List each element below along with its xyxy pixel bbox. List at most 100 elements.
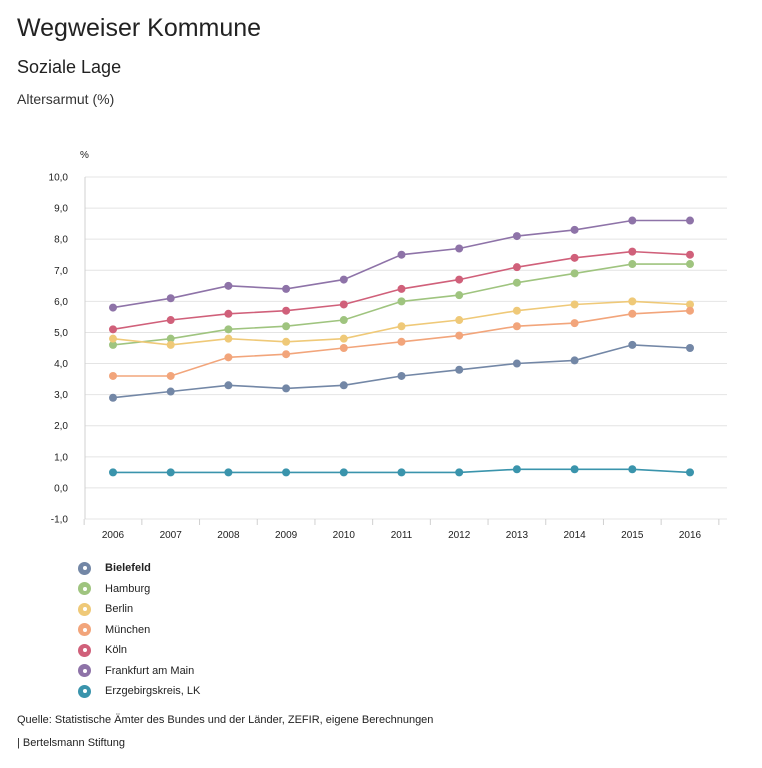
data-point bbox=[109, 371, 117, 380]
data-point bbox=[512, 465, 521, 474]
legend-item[interactable]: Erzgebirgskreis, LK bbox=[78, 681, 200, 702]
data-point bbox=[628, 465, 637, 474]
data-point bbox=[224, 325, 233, 334]
x-tick-label: 2010 bbox=[333, 530, 356, 541]
legend-item[interactable]: Köln bbox=[78, 640, 200, 661]
data-point bbox=[166, 334, 175, 343]
x-tick-label: 2012 bbox=[448, 530, 471, 541]
data-point bbox=[282, 468, 291, 477]
y-tick-label: 4,0 bbox=[54, 359, 68, 370]
legend-marker-icon bbox=[78, 602, 91, 616]
series-line bbox=[112, 219, 690, 309]
data-point bbox=[686, 306, 694, 315]
x-tick-label: 2014 bbox=[563, 530, 586, 541]
data-point bbox=[397, 297, 406, 306]
data-point bbox=[686, 344, 694, 352]
data-point bbox=[397, 371, 406, 380]
data-point bbox=[686, 300, 694, 309]
data-point bbox=[570, 319, 579, 328]
data-point bbox=[455, 316, 464, 325]
data-point bbox=[339, 316, 348, 325]
data-point bbox=[512, 232, 521, 241]
legend-marker-icon bbox=[78, 643, 91, 657]
data-point bbox=[686, 216, 694, 225]
data-point bbox=[397, 284, 406, 293]
data-point bbox=[512, 306, 521, 315]
legend-label: München bbox=[105, 623, 151, 636]
y-tick-label: 8,0 bbox=[54, 235, 68, 246]
data-point bbox=[686, 468, 694, 477]
data-point bbox=[166, 316, 175, 325]
data-point bbox=[339, 300, 348, 309]
data-point bbox=[339, 344, 348, 352]
x-tick-label: 2013 bbox=[506, 530, 529, 541]
data-point bbox=[570, 465, 579, 474]
data-point bbox=[628, 216, 637, 225]
data-point bbox=[339, 468, 348, 477]
data-point bbox=[166, 371, 175, 380]
data-point bbox=[166, 387, 175, 396]
data-point bbox=[339, 275, 348, 284]
data-point bbox=[455, 275, 464, 284]
data-point bbox=[686, 250, 694, 259]
data-point bbox=[224, 309, 233, 318]
data-point bbox=[224, 468, 233, 477]
x-tick-label: 2015 bbox=[621, 530, 644, 541]
y-tick-label: 3,0 bbox=[54, 390, 68, 401]
indicator-label: Altersarmut (%) bbox=[17, 91, 115, 107]
y-tick-label: 6,0 bbox=[54, 297, 68, 308]
line-chart: % 10,0 9,0 8,0 7,0 6,0 5,0 4,0 3,0 2,0 1,0 0,0 -1,0 2… bbox=[49, 150, 727, 541]
data-point bbox=[570, 356, 579, 365]
data-point bbox=[628, 260, 637, 269]
chart-subtitle: Soziale Lage bbox=[17, 57, 122, 77]
data-point bbox=[282, 350, 291, 359]
legend-label: Bielefeld bbox=[105, 562, 151, 575]
x-tick-label: 2006 bbox=[102, 530, 125, 541]
data-point bbox=[628, 297, 637, 306]
legend-label: Berlin bbox=[105, 603, 134, 616]
data-point bbox=[224, 334, 233, 343]
data-point bbox=[628, 309, 637, 318]
chart-title: Wegweiser Kommune bbox=[17, 14, 262, 42]
legend-item[interactable]: Berlin bbox=[78, 599, 200, 620]
source-note: Quelle: Statistische Ämter des Bundes un… bbox=[17, 714, 434, 726]
x-tick-label: 2011 bbox=[391, 530, 413, 541]
data-point bbox=[282, 337, 291, 346]
data-point bbox=[397, 322, 406, 331]
data-point bbox=[397, 250, 406, 259]
data-point bbox=[282, 384, 291, 393]
legend-marker-icon bbox=[78, 623, 91, 637]
data-point bbox=[282, 284, 291, 293]
data-point bbox=[570, 300, 579, 309]
data-point bbox=[109, 325, 117, 334]
data-point bbox=[570, 269, 579, 278]
data-point bbox=[455, 365, 464, 374]
data-point bbox=[224, 381, 233, 390]
y-tick-label: 5,0 bbox=[54, 328, 68, 339]
data-point bbox=[224, 353, 233, 362]
data-point bbox=[109, 303, 117, 312]
legend: Bielefeld Hamburg Berlin München Köln Frankfu… bbox=[78, 558, 200, 702]
data-point bbox=[224, 281, 233, 290]
data-point bbox=[570, 253, 579, 262]
legend-item[interactable]: München bbox=[78, 620, 200, 641]
legend-item[interactable]: Bielefeld bbox=[78, 558, 200, 579]
data-point bbox=[628, 340, 637, 349]
legend-marker-icon bbox=[78, 561, 91, 575]
legend-item[interactable]: Frankfurt am Main bbox=[78, 661, 200, 682]
data-point bbox=[166, 340, 175, 349]
legend-label: Erzgebirgskreis, LK bbox=[105, 685, 201, 698]
y-unit-label: % bbox=[80, 150, 89, 161]
data-point bbox=[282, 322, 291, 331]
brand-note: | Bertelsmann Stiftung bbox=[17, 737, 126, 749]
y-tick-label: -1,0 bbox=[51, 515, 69, 526]
y-tick-label: 2,0 bbox=[54, 421, 68, 432]
x-tick-label: 2016 bbox=[679, 530, 702, 541]
data-point bbox=[455, 331, 464, 340]
series-line bbox=[112, 344, 691, 399]
legend-item[interactable]: Hamburg bbox=[78, 579, 200, 600]
legend-marker-icon bbox=[78, 582, 91, 596]
x-tick-label: 2009 bbox=[275, 530, 298, 541]
y-tick-label: 9,0 bbox=[54, 204, 68, 215]
data-point bbox=[282, 306, 291, 315]
